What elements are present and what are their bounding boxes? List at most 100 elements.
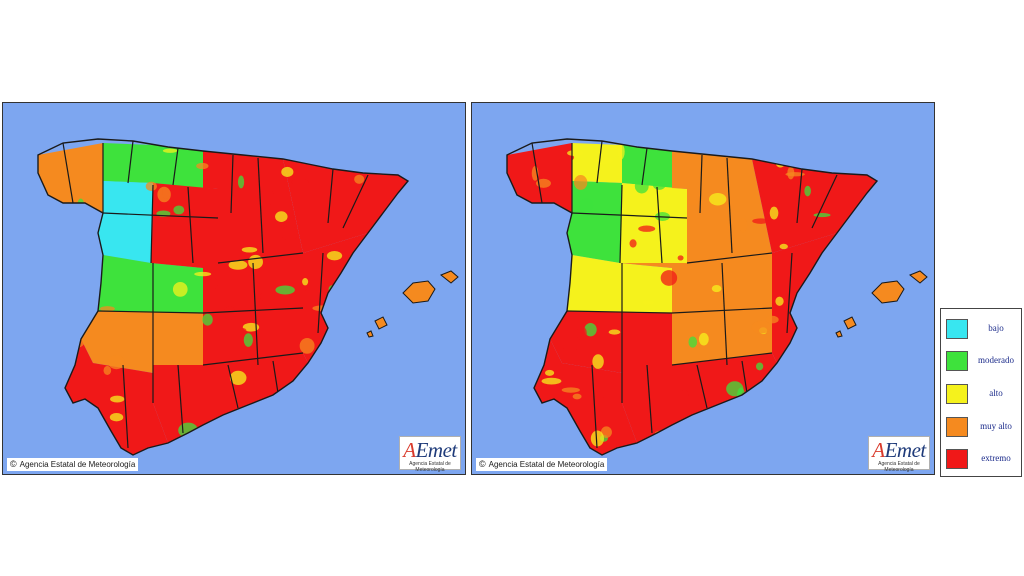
risk-patch — [317, 408, 327, 425]
risk-region-levante — [772, 233, 837, 363]
risk-patch — [810, 408, 828, 418]
legend-item-moderado: moderado — [941, 349, 1021, 373]
province-border — [726, 157, 733, 254]
province-border — [686, 252, 773, 264]
province-border — [619, 184, 623, 264]
aemet-logo: AEmet Agencia Estatal de Meteorología — [399, 436, 461, 473]
risk-patch — [711, 285, 722, 293]
province-border — [327, 168, 334, 224]
province-border — [187, 186, 194, 264]
risk-region-extremadura — [550, 311, 672, 373]
province-border — [317, 252, 324, 334]
risk-patch — [775, 405, 789, 415]
legend-item-alto: alto — [941, 382, 1021, 406]
province-border — [97, 310, 204, 314]
risk-patch — [837, 399, 850, 408]
risk-patch — [66, 317, 82, 323]
risk-region-galicia — [507, 143, 572, 213]
baleares-island — [835, 330, 843, 338]
risk-patch — [248, 254, 263, 269]
risk-patch — [367, 396, 383, 405]
risk-patch — [259, 291, 275, 302]
risk-patch — [369, 354, 380, 363]
risk-patch — [549, 226, 560, 241]
risk-patch — [302, 277, 309, 286]
risk-region-tajo-west — [98, 255, 203, 313]
aemet-logo: AEmet Agencia Estatal de Meteorología — [868, 436, 930, 473]
risk-region-guadalquivir — [153, 353, 308, 443]
legend-swatch — [946, 417, 968, 437]
risk-region-extremadura — [81, 311, 203, 373]
risk-patch — [779, 243, 788, 250]
province-border — [122, 364, 129, 449]
risk-patch — [109, 413, 124, 422]
risk-patch — [354, 174, 365, 184]
risk-patch — [359, 391, 374, 400]
province-border — [721, 262, 728, 366]
risk-patch — [372, 352, 390, 363]
province-border — [811, 174, 838, 229]
risk-region-asturias — [103, 143, 153, 183]
risk-patch — [769, 206, 779, 220]
legend-label: extremo — [981, 453, 1011, 463]
baleares-island — [402, 280, 436, 304]
risk-patch — [544, 369, 555, 376]
risk-patch — [145, 181, 157, 191]
risk-patch — [563, 345, 577, 352]
province-border — [102, 212, 219, 219]
risk-patch — [173, 205, 185, 215]
risk-region-huelva — [534, 339, 637, 455]
risk-patch — [572, 393, 582, 400]
risk-patch — [803, 387, 811, 394]
risk-patch — [281, 166, 294, 178]
risk-map-left: © Agencia Estatal de Meteorología AEmet A… — [2, 102, 466, 475]
risk-patch — [223, 306, 236, 320]
legend-label: alto — [989, 388, 1003, 398]
province-border — [571, 212, 688, 219]
risk-patch — [299, 337, 315, 354]
spain-map-right — [506, 138, 928, 456]
risk-patch — [361, 314, 377, 327]
province-border — [272, 360, 279, 394]
province-border — [342, 174, 369, 229]
baleares-island — [366, 330, 374, 338]
risk-patch — [78, 439, 96, 445]
risk-map-right: © Agencia Estatal de Meteorología AEmet A… — [471, 102, 935, 475]
risk-patch — [609, 345, 628, 351]
risk-patch — [579, 198, 594, 213]
risk-patch — [561, 387, 580, 393]
risk-patch — [617, 143, 625, 160]
risk-patch — [818, 400, 825, 415]
province-border — [127, 140, 134, 184]
risk-patch — [709, 192, 727, 206]
risk-patch — [287, 391, 306, 406]
risk-patch — [687, 200, 700, 205]
risk-patch — [584, 322, 597, 337]
risk-region-meseta-sur — [620, 253, 772, 365]
risk-patch — [608, 329, 621, 335]
risk-patch — [775, 296, 784, 306]
risk-patch — [281, 226, 298, 241]
risk-patch — [751, 320, 771, 334]
risk-region-catalonia — [752, 159, 877, 253]
risk-region-levante — [303, 233, 368, 363]
province-border — [202, 307, 304, 314]
risk-region-duero-west — [567, 181, 622, 263]
risk-region-duero-west — [98, 181, 153, 263]
risk-patch — [80, 423, 91, 431]
province-border — [796, 168, 803, 224]
province-border — [531, 142, 543, 204]
risk-patch — [359, 308, 367, 317]
risk-patch — [796, 365, 806, 376]
risk-patch — [738, 218, 748, 233]
credit-label: © Agencia Estatal de Meteorología — [7, 458, 139, 471]
risk-patch — [592, 354, 604, 369]
risk-patch — [308, 435, 321, 449]
legend-label: bajo — [988, 323, 1004, 333]
baleares-island — [440, 270, 459, 284]
risk-patch — [275, 436, 293, 444]
province-borders — [531, 140, 838, 449]
province-border — [257, 157, 264, 254]
risk-patch — [363, 364, 381, 379]
baleares-island — [843, 316, 857, 330]
